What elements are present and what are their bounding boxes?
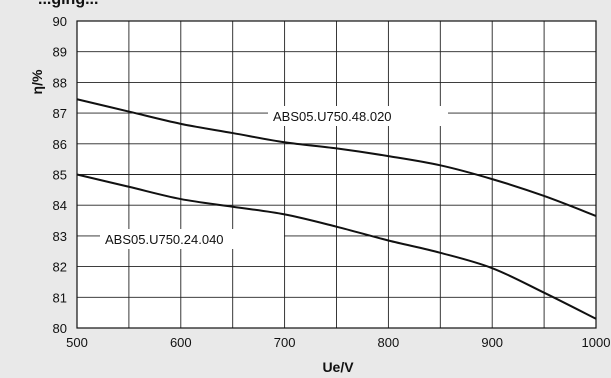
y-tick-label: 84 <box>53 198 67 213</box>
series-label-bg <box>100 229 284 249</box>
y-tick-label: 86 <box>53 137 67 152</box>
x-tick-label: 600 <box>170 335 192 350</box>
plot-frame <box>76 20 597 329</box>
x-tick-label: 900 <box>481 335 503 350</box>
x-tick-label: 1000 <box>582 335 611 350</box>
y-tick-label: 81 <box>53 290 67 305</box>
x-tick-label: 500 <box>66 335 88 350</box>
y-tick-label: 82 <box>53 260 67 275</box>
partial-title: ...ging... <box>38 0 98 8</box>
y-axis-label: η/% <box>29 69 45 94</box>
y-tick-label: 80 <box>53 321 67 336</box>
series-label-1: ABS05.U750.48.020 <box>273 109 392 124</box>
series-line-2 <box>76 173 597 320</box>
y-tick-label: 85 <box>53 168 67 183</box>
series-label-bg <box>268 106 448 126</box>
y-tick-label: 88 <box>53 75 67 90</box>
grid <box>77 21 596 328</box>
x-axis-label: Ue/V <box>322 359 354 375</box>
series-label-2: ABS05.U750.24.040 <box>105 232 224 247</box>
series-line-1 <box>76 98 597 217</box>
series-lines <box>76 98 597 320</box>
y-tick-label: 90 <box>53 14 67 29</box>
series-labels: ABS05.U750.48.020 ABS05.U750.24.040 <box>100 106 448 249</box>
x-tick-label: 700 <box>274 335 296 350</box>
y-tick-label: 83 <box>53 229 67 244</box>
y-tick-label: 89 <box>53 45 67 60</box>
tick-labels: 80 81 82 83 84 85 86 87 88 89 90 500 600 700 800 900 100… <box>53 14 611 350</box>
y-tick-label: 87 <box>53 106 67 121</box>
x-tick-label: 800 <box>378 335 400 350</box>
